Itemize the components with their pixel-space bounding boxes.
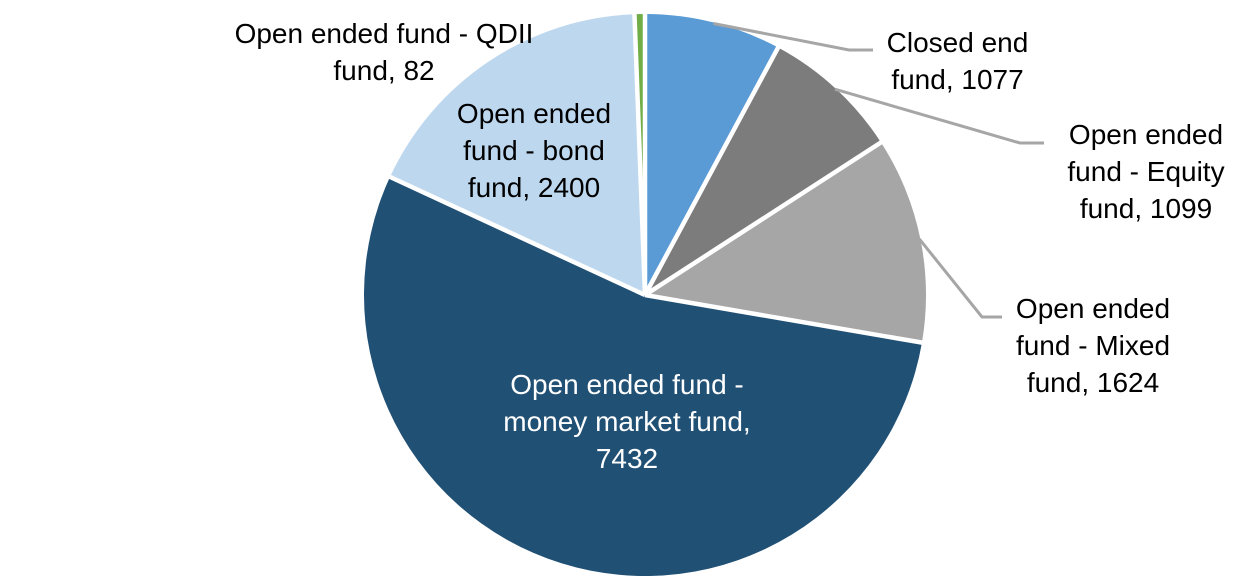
data-label-open-ended-bond-fund: Open ended fund - bond fund, 2400 <box>456 98 612 203</box>
pie-slice-open-ended-fund-equity-fund <box>645 47 881 295</box>
slice-separator <box>643 45 781 297</box>
leader-line-closed-end-fund <box>713 22 873 52</box>
leader-line-open-ended-fund-mixed-fund <box>918 237 1002 319</box>
data-label-open-ended-qdii-fund: Open ended fund - QDII fund, 82 <box>234 18 534 86</box>
data-label-open-ended-equity-fund: Open ended fund - Equity fund, 1099 <box>1067 119 1225 224</box>
pie-slice-open-ended-fund-mixed-fund <box>645 142 927 343</box>
data-label-open-ended-money-market-fund: Open ended fund - money market fund, 743… <box>503 369 751 474</box>
data-label-open-ended-mixed-fund: Open ended fund - Mixed fund, 1624 <box>1015 293 1171 398</box>
slice-separator <box>388 174 646 298</box>
slice-separator <box>632 13 648 296</box>
leader-line-open-ended-fund-equity-fund <box>834 87 1044 145</box>
pie-slice-open-ended-fund-bond-fund <box>390 14 645 295</box>
pie-slice-closed-end-fund <box>645 14 779 295</box>
slice-separator <box>643 140 884 297</box>
pie-slice-open-ended-fund-money-market-fund <box>364 176 922 577</box>
slice-separator <box>644 292 924 345</box>
data-label-closed-end-fund: Closed end fund, 1077 <box>886 27 1029 95</box>
